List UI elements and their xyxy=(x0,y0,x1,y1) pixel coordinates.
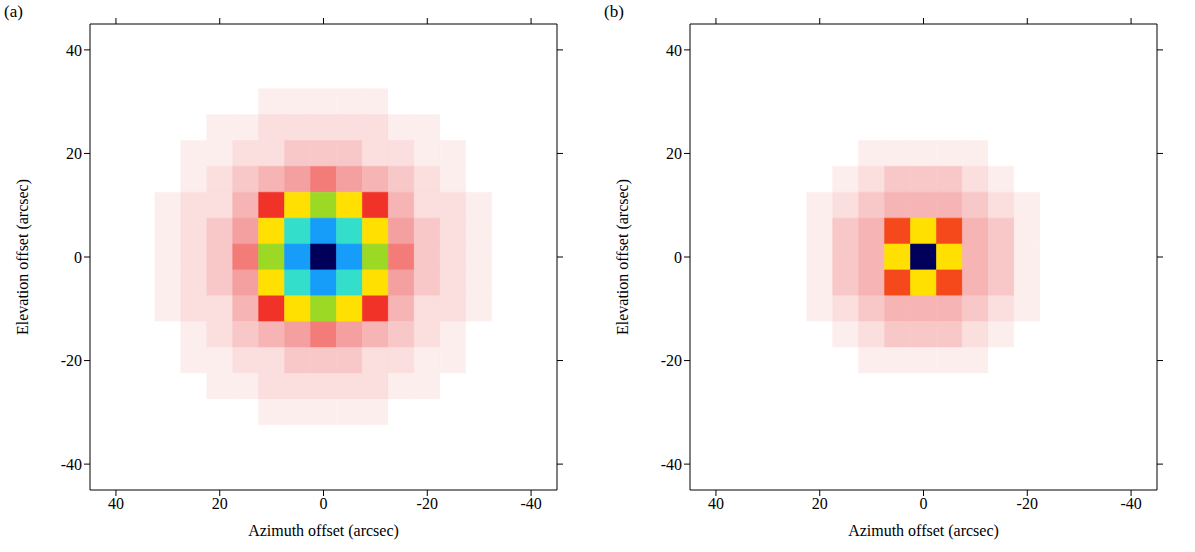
svg-text:40: 40 xyxy=(666,42,682,59)
svg-text:0: 0 xyxy=(320,495,328,512)
svg-text:-40: -40 xyxy=(661,456,682,473)
svg-text:Elevation offset (arcsec): Elevation offset (arcsec) xyxy=(614,179,632,335)
svg-text:20: 20 xyxy=(666,145,682,162)
svg-text:-20: -20 xyxy=(61,352,82,369)
svg-text:0: 0 xyxy=(74,249,82,266)
svg-text:40: 40 xyxy=(108,495,124,512)
svg-text:Azimuth offset (arcsec): Azimuth offset (arcsec) xyxy=(248,522,399,540)
html-text:(a): (a) xyxy=(4,2,23,21)
svg-text:Elevation offset (arcsec): Elevation offset (arcsec) xyxy=(14,179,32,335)
svg-text:-20: -20 xyxy=(417,495,438,512)
svg-text:-40: -40 xyxy=(520,495,541,512)
svg-text:Azimuth offset (arcsec): Azimuth offset (arcsec) xyxy=(848,522,999,540)
svg-text:-20: -20 xyxy=(661,352,682,369)
html-text:(b): (b) xyxy=(604,2,624,21)
svg-text:0: 0 xyxy=(674,249,682,266)
svg-text:0: 0 xyxy=(920,495,928,512)
svg-text:-40: -40 xyxy=(61,456,82,473)
svg-text:20: 20 xyxy=(66,145,82,162)
svg-text:40: 40 xyxy=(708,495,724,512)
svg-text:20: 20 xyxy=(212,495,228,512)
svg-text:40: 40 xyxy=(66,42,82,59)
svg-text:20: 20 xyxy=(812,495,828,512)
svg-text:-20: -20 xyxy=(1017,495,1038,512)
svg-text:-40: -40 xyxy=(1120,495,1141,512)
